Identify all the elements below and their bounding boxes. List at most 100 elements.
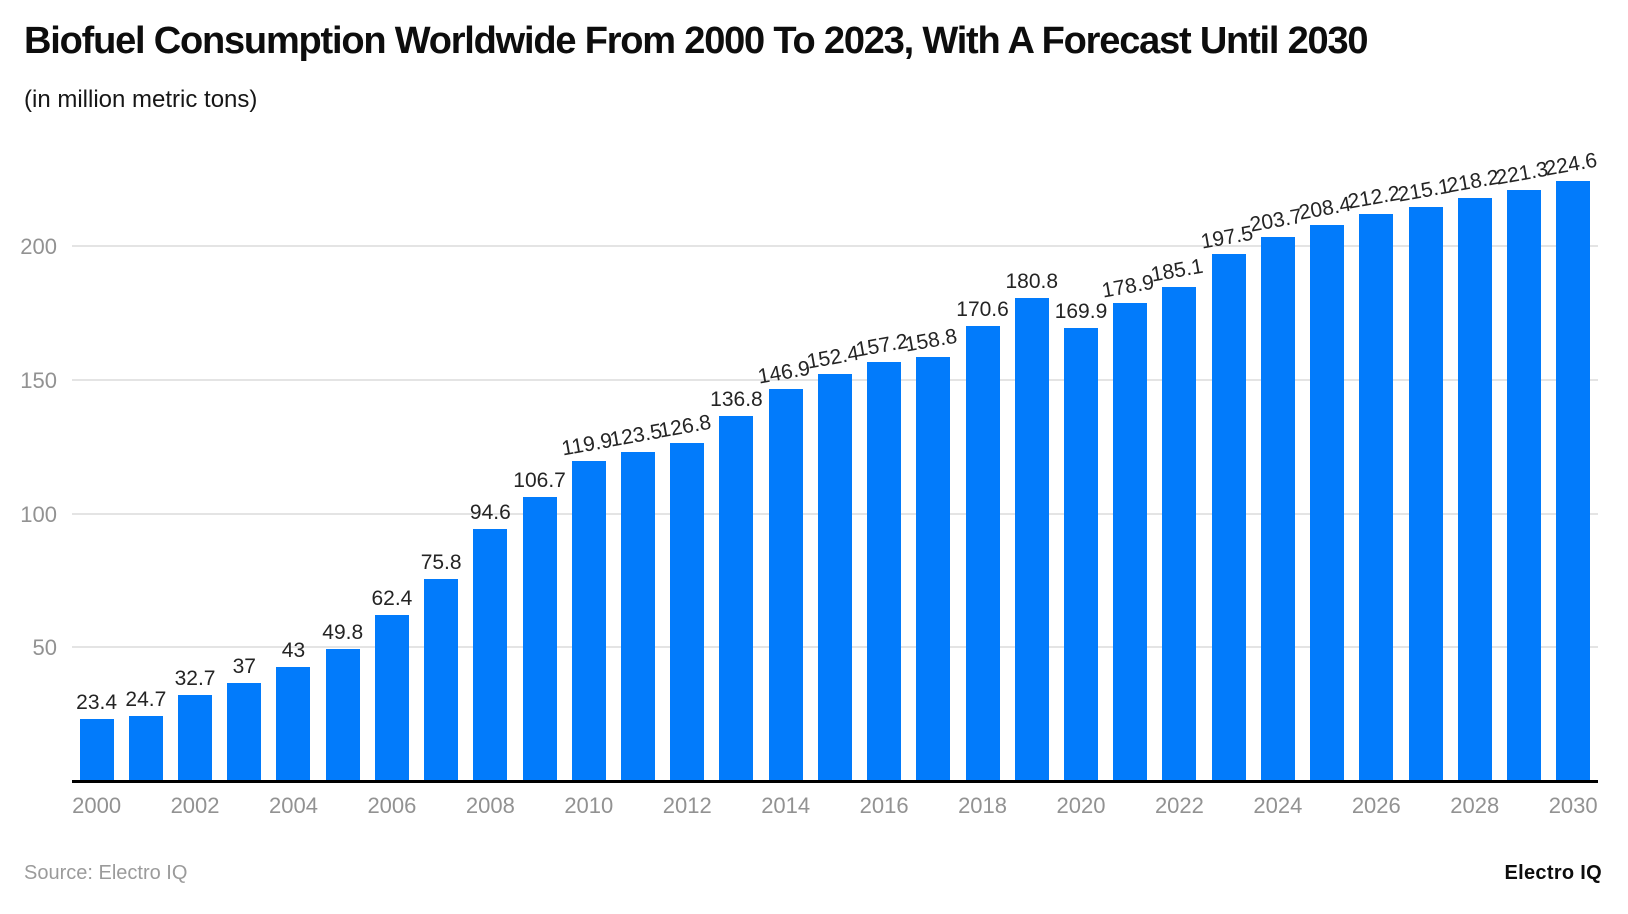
bar-slot: 62.4 2006 (367, 140, 416, 818)
bar (325, 648, 360, 782)
bar-slot: 152.4 (805, 140, 861, 782)
source-text: Source: Electro IQ (24, 862, 188, 884)
brand-logo: Electro IQ (1504, 862, 1602, 884)
bar-slot: 75.8 (417, 140, 466, 782)
bar-value-label: 37 (232, 655, 256, 679)
bar-value-label: 185.1 (1149, 254, 1206, 287)
bar-value-label: 203.7 (1247, 204, 1304, 237)
bar (1260, 237, 1295, 782)
bar-slot: 94.6 2008 (466, 140, 515, 818)
bar-value-label: 62.4 (371, 587, 413, 611)
bar (128, 715, 163, 782)
y-axis-tick-label: 100 (20, 501, 57, 527)
bar-value-label: 169.9 (1054, 299, 1108, 323)
bar-value-label: 75.8 (420, 551, 462, 575)
x-axis-tick-label: 2020 (1056, 793, 1106, 818)
bar (817, 374, 852, 782)
bar-slot: 23.4 2000 (72, 140, 121, 818)
x-axis-tick-label: 2010 (564, 793, 614, 818)
bar-value-label: 157.2 (854, 329, 910, 362)
bar-value-label: 126.8 (657, 410, 714, 443)
bar (670, 442, 705, 782)
bar-slot: 170.6 2018 (956, 140, 1009, 818)
plot-area: 23.4 2000 24.7 32.7 2002 37 43 2004 49.8 62.4 2006… (20, 140, 1599, 818)
bar-slot: 158.8 (903, 140, 959, 782)
bar (1211, 253, 1246, 782)
bar-slot: 146.9 2014 (756, 140, 812, 818)
bar (227, 683, 262, 782)
bar-slot: 169.9 2020 (1054, 140, 1108, 818)
bar-value-label: 180.8 (1005, 270, 1059, 294)
bar-value-label: 146.9 (755, 356, 812, 389)
bar (178, 694, 213, 782)
bar (1506, 190, 1541, 782)
bar (473, 528, 508, 782)
bar (571, 461, 606, 782)
bar-slot: 43 2004 (269, 140, 318, 818)
x-axis-tick-label: 2008 (465, 793, 515, 818)
bar (79, 719, 114, 782)
bar-slot: 119.9 2010 (560, 140, 614, 818)
x-axis-tick-label: 2022 (1154, 793, 1204, 818)
bar-slot: 126.8 2012 (657, 140, 713, 818)
bar-slot: 221.3 (1494, 140, 1550, 782)
bar-value-label: 178.9 (1100, 271, 1157, 304)
bar-slot: 218.2 2028 (1445, 140, 1501, 818)
y-axis-tick-label: 150 (20, 367, 57, 393)
bar-slot: 212.2 2026 (1346, 140, 1402, 818)
bar (374, 615, 409, 782)
x-axis-tick-label: 2004 (269, 793, 318, 818)
bar-value-label: 152.4 (805, 342, 861, 374)
bar-slot: 136.8 (710, 140, 763, 782)
x-axis-line (72, 780, 1598, 783)
bar-value-label: 218.2 (1444, 166, 1501, 198)
bar-value-label: 106.7 (513, 468, 566, 492)
bar (621, 451, 656, 782)
bar (1457, 198, 1492, 782)
bar-slot: 106.7 (513, 140, 566, 782)
x-axis-tick-label: 2028 (1450, 793, 1500, 818)
bar-series: 23.4 2000 24.7 32.7 2002 37 43 2004 49.8 62.4 2006… (72, 140, 1599, 818)
bar (276, 666, 311, 782)
bar-slot: 180.8 (1005, 140, 1059, 782)
bar-slot: 123.5 (608, 140, 664, 782)
bar-value-label: 23.4 (76, 691, 118, 715)
x-axis-tick-label: 2030 (1548, 793, 1598, 818)
bar-value-label: 123.5 (608, 419, 664, 452)
bar-slot: 224.6 2030 (1543, 140, 1599, 818)
y-axis-tick-label: 200 (20, 234, 57, 259)
bar-slot: 49.8 (318, 140, 367, 782)
bar-value-label: 212.2 (1346, 182, 1403, 214)
bar (1359, 214, 1394, 782)
bar-slot: 203.7 2024 (1248, 140, 1304, 818)
bar-slot: 215.1 (1396, 140, 1451, 782)
bar (916, 357, 951, 782)
bar-value-label: 43 (281, 638, 306, 662)
bar-value-label: 197.5 (1198, 221, 1255, 254)
bar-value-label: 119.9 (559, 429, 614, 461)
bar (965, 325, 1000, 782)
bar-value-label: 224.6 (1543, 148, 1600, 181)
bar (867, 361, 902, 782)
gridline (72, 245, 1598, 247)
bar-slot: 197.5 (1199, 140, 1255, 782)
bar-value-label: 49.8 (322, 620, 364, 644)
bar-value-label: 24.7 (125, 687, 167, 711)
x-axis-tick-label: 2012 (662, 793, 712, 818)
bar-value-label: 208.4 (1297, 192, 1353, 225)
x-axis-tick-label: 2024 (1253, 793, 1303, 818)
x-axis-tick-label: 2016 (859, 793, 909, 818)
y-axis-tick-label: 50 (32, 635, 57, 661)
bar-slot: 178.9 (1100, 140, 1156, 782)
bar-slot: 185.1 2022 (1150, 140, 1206, 818)
bar-value-label: 32.7 (174, 666, 216, 690)
bar (522, 496, 557, 782)
bar-slot: 32.7 2002 (170, 140, 220, 818)
bar (1556, 181, 1591, 782)
bar-value-label: 136.8 (710, 388, 763, 412)
bar-value-label: 158.8 (903, 325, 960, 357)
bar (1310, 224, 1345, 782)
chart-title: Biofuel Consumption Worldwide From 2000 … (24, 20, 1369, 62)
bar (1408, 206, 1443, 782)
